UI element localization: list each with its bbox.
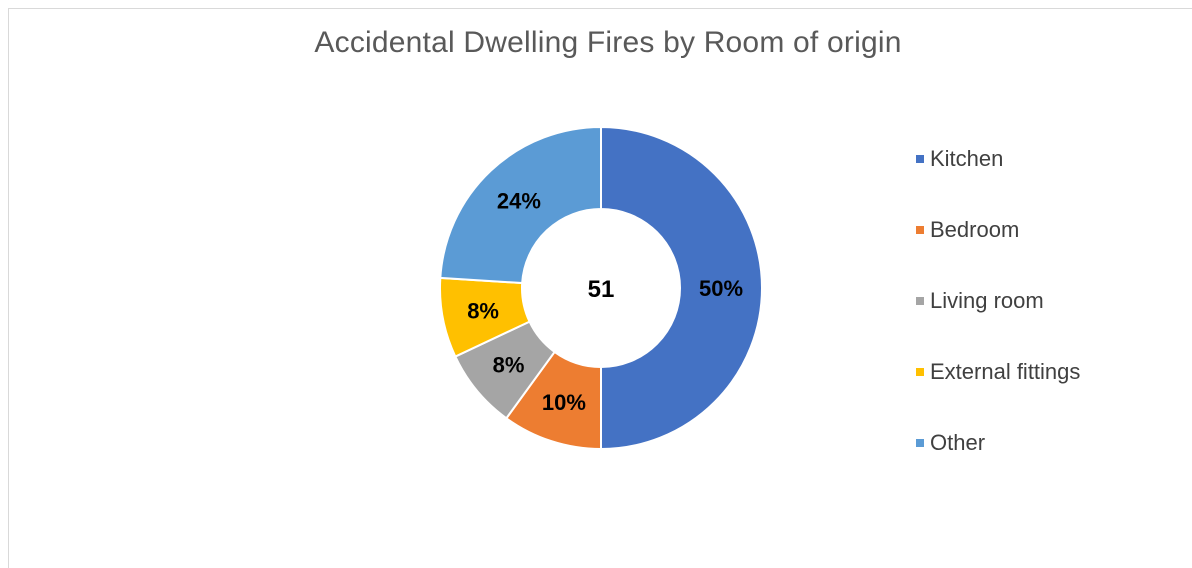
legend-label-external-fittings: External fittings <box>930 359 1081 384</box>
legend-label-kitchen: Kitchen <box>930 146 1004 171</box>
donut-slice-other <box>439 125 602 285</box>
chart-frame <box>8 8 1192 568</box>
legend-item-bedroom: Bedroom <box>916 216 1176 287</box>
legend: Kitchen Bedroom Living room External fittin… <box>916 145 1176 500</box>
data-label-living-room: 8% <box>493 353 525 378</box>
legend-swatch-other <box>916 439 924 447</box>
data-label-bedroom: 10% <box>542 390 586 415</box>
donut-slice-labels: 50% 10% 8% 8% 24% <box>467 189 743 416</box>
legend-item-living-room: Living room <box>916 287 1176 358</box>
legend-label-bedroom: Bedroom <box>930 217 1020 242</box>
legend-item-external-fittings: External fittings <box>916 358 1176 429</box>
data-label-kitchen: 50% <box>699 276 743 301</box>
donut-slice-kitchen <box>600 125 763 451</box>
legend-swatch-living-room <box>916 297 924 305</box>
donut-slices <box>439 125 763 451</box>
data-label-other: 24% <box>497 189 541 214</box>
donut-center-label: 51 <box>588 276 615 303</box>
chart-title: Accidental Dwelling Fires by Room of ori… <box>314 26 902 59</box>
legend-swatch-external-fittings <box>916 368 924 376</box>
legend-swatch-bedroom <box>916 226 924 234</box>
legend-item-other: Other <box>916 429 1176 500</box>
legend-item-kitchen: Kitchen <box>916 145 1176 216</box>
legend-label-other: Other <box>930 430 986 455</box>
data-label-external-fittings: 8% <box>467 299 499 324</box>
legend-swatch-kitchen <box>916 155 924 163</box>
legend-label-living-room: Living room <box>930 288 1044 313</box>
